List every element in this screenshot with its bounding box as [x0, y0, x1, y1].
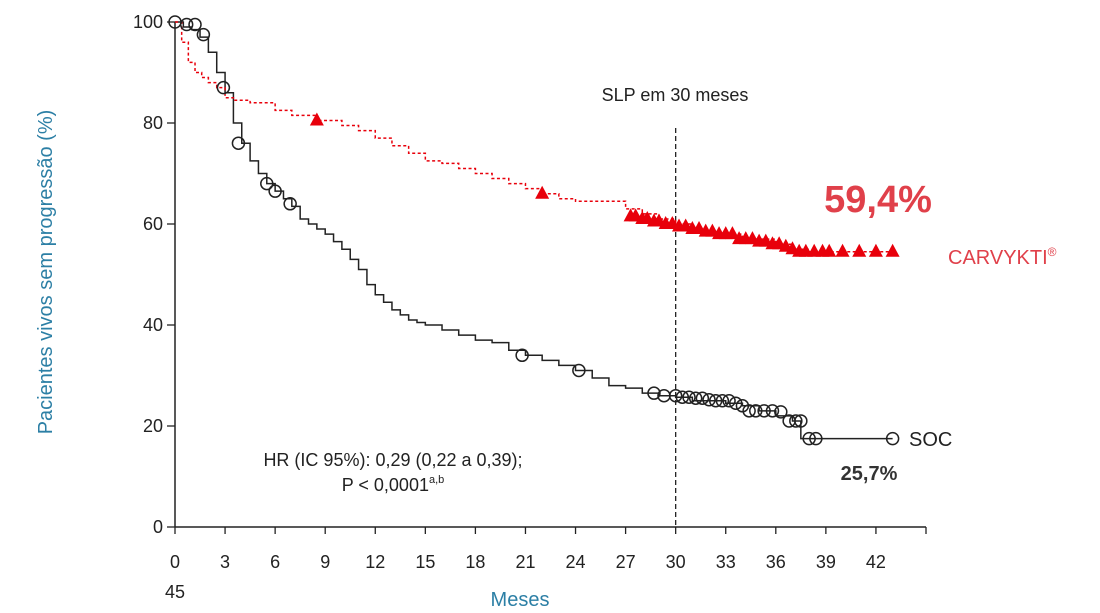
p-value-footnote: a,b [429, 474, 444, 486]
carvykti-censor-markers [309, 112, 900, 257]
x-tick-label: 0 [170, 552, 180, 572]
soc-censor-marker [515, 348, 529, 363]
carvykti-series-sup: ® [1048, 245, 1057, 259]
x-tick-label: 30 [666, 552, 686, 572]
x-tick-label: 3 [220, 552, 230, 572]
x-tick-label: 42 [866, 552, 886, 572]
soc-censor-marker [774, 405, 788, 419]
soc-censor-marker [668, 388, 683, 403]
soc-censor-marker [188, 17, 202, 32]
x-tick-label: 21 [515, 552, 535, 572]
p-value-text: P < 0,0001a,b [342, 474, 445, 495]
x-tick-label: 9 [320, 552, 330, 572]
soc-censor-marker [647, 386, 661, 400]
y-tick-label: 40 [143, 315, 163, 335]
carvykti-censor-marker [852, 243, 867, 257]
x-tick-label: 24 [566, 552, 586, 572]
carvykti-censor-marker [835, 243, 850, 257]
soc-censor-marker [695, 391, 710, 405]
carvykti-censor-marker [822, 243, 837, 257]
soc-censor-marker [260, 176, 274, 191]
soc-censor-marker [231, 136, 246, 150]
x-ticks: 0 3 6 9 12 15 18 21 24 27 30 33 36 39 42 [170, 527, 927, 572]
soc-censor-marker [702, 392, 716, 407]
soc-series-label: SOC [909, 429, 952, 451]
soc-percent-label: 25,7% [841, 463, 898, 485]
soc-censor-marker [794, 414, 808, 428]
x-tick-label: 18 [465, 552, 485, 572]
carvykti-censor-marker [885, 243, 900, 257]
soc-censor-marker [715, 394, 730, 408]
soc-censor-marker [809, 431, 823, 446]
soc-censor-marker [722, 394, 736, 408]
y-tick-label: 20 [143, 416, 163, 436]
y-tick-label: 60 [143, 214, 163, 234]
y-tick-label: 100 [133, 12, 163, 32]
carvykti-series-name: CARVYKTI [948, 247, 1048, 269]
soc-censor-marker [196, 27, 211, 42]
soc-censor-marker [216, 80, 231, 95]
x-tick-label: 39 [816, 552, 836, 572]
soc-censor-marker [742, 404, 756, 418]
soc-censor-marker [765, 404, 780, 418]
carvykti-censor-marker [725, 226, 740, 240]
soc-censor-marker [728, 396, 743, 411]
soc-censor-marker [572, 363, 586, 378]
x-tick-label: 27 [616, 552, 636, 572]
soc-censor-marker [757, 404, 771, 418]
x-tick-label: 36 [766, 552, 786, 572]
reference-line-label: SLP em 30 meses [602, 85, 749, 105]
x-tick-label: 6 [270, 552, 280, 572]
x-tick-label: 33 [716, 552, 736, 572]
x-tick-label: 12 [365, 552, 385, 572]
x-tick-label-extra: 45 [165, 582, 185, 602]
soc-censor-marker [179, 17, 194, 32]
carvykti-percent-label: 59,4% [824, 179, 932, 221]
y-axis-title: Pacientes vivos sem progressão (%) [35, 110, 57, 435]
y-tick-label: 80 [143, 113, 163, 133]
y-ticks: 0 20 40 60 80 100 [133, 12, 175, 537]
soc-censor-marker [749, 404, 763, 418]
x-axis-title: Meses [491, 589, 550, 611]
x-tick-label: 15 [415, 552, 435, 572]
soc-censor-markers [168, 15, 900, 446]
y-tick-label: 0 [153, 517, 163, 537]
soc-censor-marker [708, 394, 723, 408]
soc-censor-marker [283, 197, 297, 211]
soc-censor-marker [675, 390, 690, 404]
soc-censor-marker [268, 184, 282, 198]
hazard-ratio-text: HR (IC 95%): 0,29 (0,22 a 0,39); [263, 450, 522, 470]
carvykti-series-label: CARVYKTI® [948, 245, 1057, 269]
p-value: P < 0,0001 [342, 475, 429, 495]
series-line-soc [175, 21, 893, 440]
carvykti-censor-marker [309, 112, 324, 126]
carvykti-censor-marker [868, 243, 883, 257]
soc-censor-marker [789, 414, 803, 428]
soc-censor-marker [885, 431, 900, 446]
soc-censor-marker [688, 391, 703, 405]
carvykti-censor-marker [535, 185, 550, 199]
soc-censor-marker [682, 390, 696, 404]
series-line-carvykti [175, 21, 893, 253]
soc-censor-marker [802, 431, 816, 446]
